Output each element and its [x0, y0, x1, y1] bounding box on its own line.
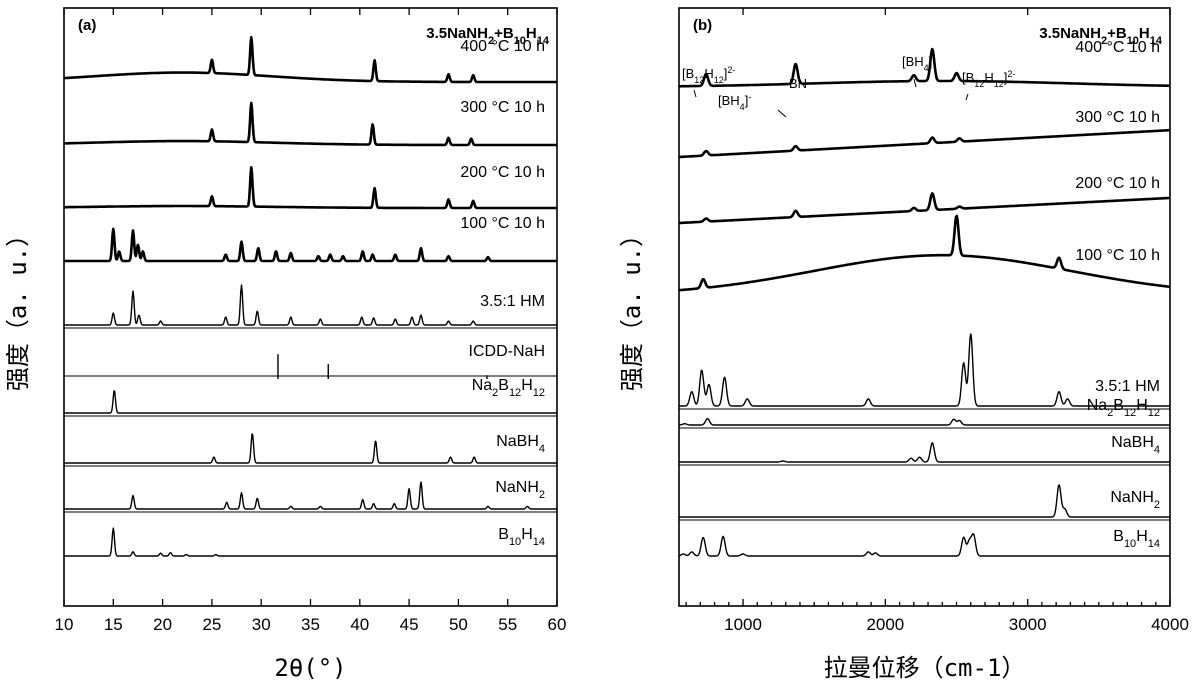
series-label: Na2B12H12 — [472, 377, 545, 399]
series-line — [63, 166, 558, 210]
series-5: Na2B12H12 — [678, 397, 1170, 429]
series-line — [64, 284, 557, 326]
series-line — [64, 481, 557, 510]
series-9: B10H14 — [64, 526, 557, 557]
x-axis-label: 2θ(°) — [274, 654, 346, 682]
peak-annotation: [B12H12]2- — [682, 65, 735, 85]
series-6: Na2B12H12 — [64, 377, 557, 417]
series-4: 3.5:1 HM — [64, 284, 557, 329]
series-label: Na2B12H12 — [1087, 397, 1160, 419]
series-line — [64, 527, 557, 557]
x-tick-label: 45 — [400, 615, 419, 634]
series-label: B10H14 — [1113, 528, 1160, 550]
series-label: 100 °C 10 h — [1075, 247, 1160, 264]
series-6: NaBH4 — [679, 434, 1170, 466]
annotation-pointer — [777, 109, 787, 118]
series-label: 400 °C 10 h — [460, 38, 545, 55]
series-line — [679, 333, 1170, 407]
y-axis-label: 强度（a. u.） — [618, 223, 646, 391]
peak-annotation: BN — [789, 76, 807, 91]
x-tick-label: 4000 — [1151, 615, 1189, 634]
series-1: 300 °C 10 h — [63, 99, 558, 147]
series-line — [63, 101, 558, 147]
annotation-pointer — [693, 89, 697, 98]
series-8: B10H14 — [678, 528, 1170, 557]
x-axis-label: 拉曼位移（cm-1） — [824, 654, 1026, 682]
x-tick-label: 20 — [153, 615, 172, 634]
peak-annotation: [BH4]- — [718, 92, 751, 112]
x-tick-label: 15 — [104, 615, 123, 634]
series-2: 200 °C 10 h — [63, 164, 558, 210]
chart-title: 3.5NaNH2+B10H14 — [1039, 25, 1163, 47]
series-label: NaBH4 — [1111, 434, 1160, 456]
series-line — [679, 484, 1170, 518]
series-7: NaNH2 — [679, 484, 1170, 521]
x-tick-label: 50 — [449, 615, 468, 634]
series-line — [678, 192, 1171, 225]
x-tick-label: 10 — [55, 615, 74, 634]
series-label: 300 °C 10 h — [1075, 109, 1160, 126]
x-tick-label: 55 — [498, 615, 517, 634]
x-tick-label: 25 — [202, 615, 221, 634]
x-tick-label: 3000 — [1009, 615, 1047, 634]
series-label: 200 °C 10 h — [1075, 175, 1160, 192]
series-3: 100 °C 10 h — [678, 214, 1171, 292]
series-4: 3.5:1 HM — [679, 333, 1170, 410]
panel-label: (b) — [693, 17, 712, 34]
series-label: 100 °C 10 h — [460, 215, 545, 232]
x-tick-label: 2000 — [866, 615, 904, 634]
series-label: NaNH2 — [1110, 489, 1160, 511]
plot-frame — [678, 7, 1171, 607]
series-line — [63, 35, 558, 84]
series-line — [679, 442, 1170, 463]
series-line — [64, 390, 557, 414]
series-5: ICDD-NaH — [64, 343, 557, 379]
panel-a: 10 15 20 25 30 35 40 45 50 55 60 (a) 3.5NaNH2+B10H14… — [4, 7, 567, 682]
x-tick-label: 1000 — [724, 615, 762, 634]
x-tick-label: 40 — [350, 615, 369, 634]
series-label: 300 °C 10 h — [460, 99, 545, 116]
panel-label: (a) — [78, 17, 96, 34]
series-label: 400 °C 10 h — [1075, 39, 1160, 56]
series-line — [678, 533, 1170, 557]
series-line — [63, 227, 558, 263]
series-3: 100 °C 10 h — [63, 215, 558, 263]
series-label: B10H14 — [498, 526, 545, 548]
series-line — [64, 433, 557, 464]
series-2: 200 °C 10 h — [678, 175, 1171, 225]
series-line — [678, 214, 1171, 292]
series-label: NaNH2 — [495, 479, 545, 501]
panel-b: 1000 2000 3000 4000 (b) 3.5NaNH2+B10H14 拉曼位移（c… — [618, 7, 1189, 682]
annotation-pointer — [913, 78, 917, 88]
series-label: ICDD-NaH — [469, 343, 545, 360]
series-label: 3.5:1 HM — [480, 293, 545, 310]
series-label: 3.5:1 HM — [1095, 378, 1160, 395]
series-line — [678, 47, 1171, 88]
chart-title: 3.5NaNH2+B10H14 — [426, 25, 550, 47]
series-0: 400 °C 10 h — [63, 35, 558, 84]
y-axis-label: 强度（a. u.） — [4, 223, 32, 391]
series-0: 400 °C 10 h — [678, 39, 1171, 88]
series-line — [678, 128, 1171, 159]
series-1: 300 °C 10 h — [678, 109, 1171, 159]
peak-annotation: [BH4]- — [902, 53, 935, 73]
x-tick-label: 30 — [252, 615, 271, 634]
series-8: NaNH2 — [64, 479, 557, 513]
annotation-pointer — [965, 93, 969, 101]
series-line — [678, 418, 1170, 426]
x-tick-label: 60 — [548, 615, 567, 634]
series-label: 200 °C 10 h — [460, 164, 545, 181]
series-7: NaBH4 — [64, 433, 557, 467]
peak-annotation: [B12H12]2- — [962, 69, 1015, 89]
series-label: NaBH4 — [496, 433, 545, 455]
x-tick-label: 35 — [301, 615, 320, 634]
